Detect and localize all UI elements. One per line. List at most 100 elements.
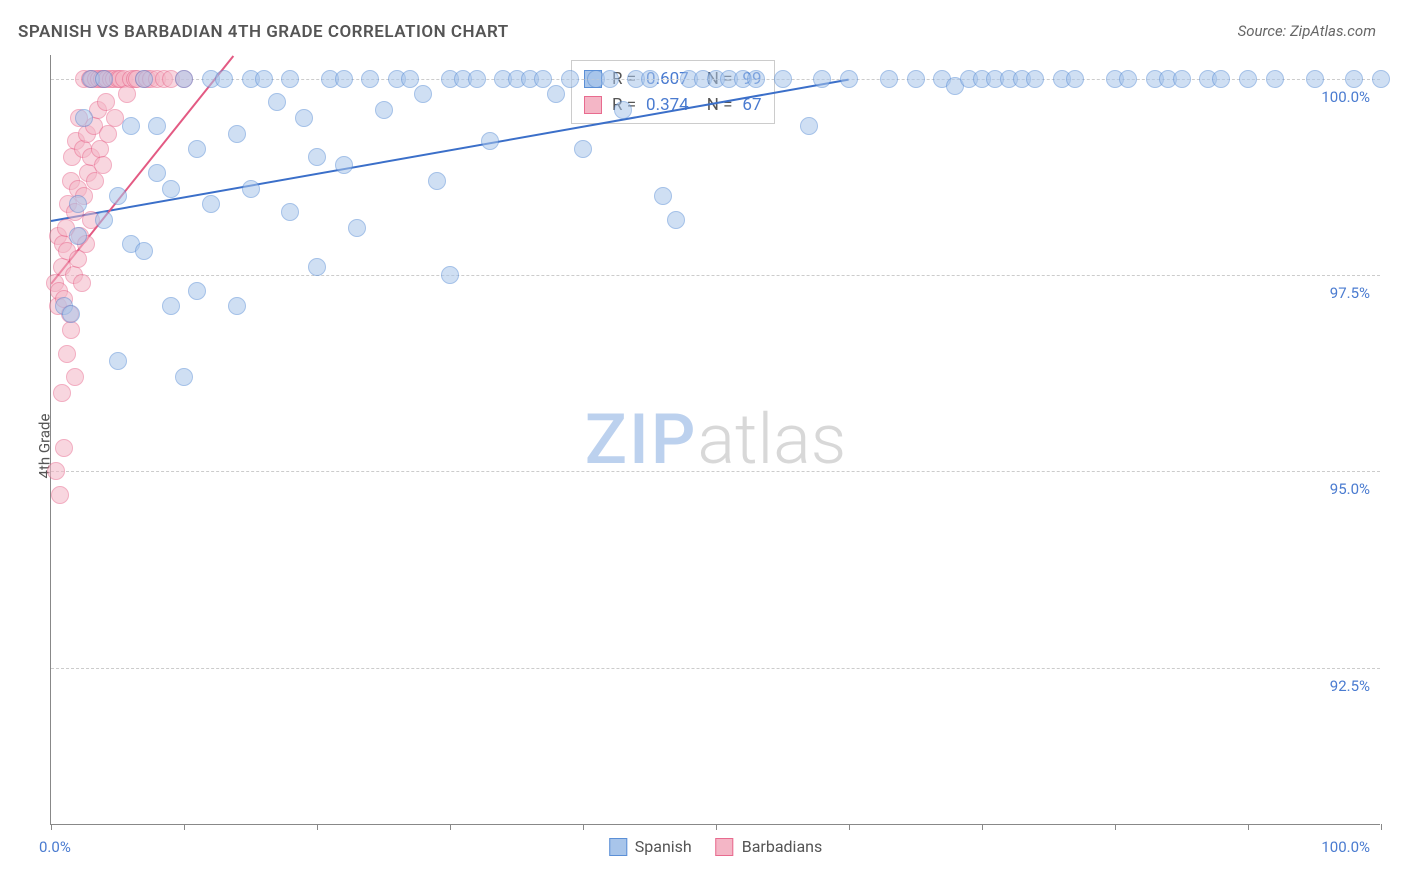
spanish-point — [361, 70, 379, 88]
spanish-point — [122, 117, 140, 135]
barbadian-legend-swatch-icon — [716, 838, 734, 856]
spanish-trend-line — [51, 79, 849, 222]
barbadian-point — [47, 462, 65, 480]
spanish-point — [441, 266, 459, 284]
legend-item-spanish: Spanish — [609, 837, 692, 856]
x-tick — [982, 824, 983, 830]
y-tick-label: 97.5% — [1330, 284, 1370, 302]
spanish-point — [75, 109, 93, 127]
spanish-point — [1026, 70, 1044, 88]
spanish-point — [255, 70, 273, 88]
spanish-point — [840, 70, 858, 88]
barbadian-point — [51, 486, 69, 504]
legend-label: Spanish — [635, 837, 692, 856]
spanish-point — [547, 85, 565, 103]
spanish-point — [148, 117, 166, 135]
spanish-point — [135, 242, 153, 260]
spanish-point — [62, 305, 80, 323]
barbadian-point — [55, 439, 73, 457]
gridline — [51, 275, 1380, 276]
scatter-plot-area: ZIPatlas R =0.607N =99R =0.374N =67 0.0%… — [50, 55, 1380, 825]
watermark: ZIPatlas — [585, 399, 847, 481]
spanish-point — [428, 172, 446, 190]
spanish-point — [1239, 70, 1257, 88]
spanish-point — [1173, 70, 1191, 88]
gridline — [51, 471, 1380, 472]
legend: Spanish Barbadians — [609, 837, 822, 856]
spanish-point — [188, 140, 206, 158]
spanish-point — [95, 211, 113, 229]
x-tick — [1115, 824, 1116, 830]
spanish-point — [468, 70, 486, 88]
gridline — [51, 668, 1380, 669]
x-tick — [1381, 824, 1382, 830]
barbadian-point — [69, 250, 87, 268]
y-tick-label: 92.5% — [1330, 677, 1370, 695]
spanish-point — [414, 85, 432, 103]
barbadian-point — [66, 368, 84, 386]
spanish-point — [654, 187, 672, 205]
spanish-point — [162, 180, 180, 198]
barbadian-point — [118, 85, 136, 103]
spanish-point — [95, 70, 113, 88]
spanish-point — [335, 156, 353, 174]
spanish-point — [281, 203, 299, 221]
x-tick — [450, 824, 451, 830]
spanish-point — [667, 211, 685, 229]
spanish-point — [228, 125, 246, 143]
spanish-point — [175, 368, 193, 386]
watermark-zip: ZIP — [585, 399, 698, 481]
x-tick — [51, 824, 52, 830]
spanish-point — [308, 258, 326, 276]
spanish-point — [202, 195, 220, 213]
barbadian-point — [99, 125, 117, 143]
spanish-point — [641, 70, 659, 88]
barbadian-swatch-icon — [584, 96, 602, 114]
spanish-point — [335, 70, 353, 88]
barbadian-point — [62, 321, 80, 339]
spanish-point — [614, 101, 632, 119]
spanish-point — [348, 219, 366, 237]
spanish-point — [907, 70, 925, 88]
watermark-atlas: atlas — [697, 399, 846, 481]
spanish-point — [281, 70, 299, 88]
barbadian-point — [86, 172, 104, 190]
spanish-point — [481, 132, 499, 150]
spanish-point — [1212, 70, 1230, 88]
x-tick — [716, 824, 717, 830]
spanish-point — [188, 282, 206, 300]
spanish-point — [268, 93, 286, 111]
spanish-point — [574, 140, 592, 158]
y-tick-label: 100.0% — [1321, 88, 1370, 106]
legend-item-barbadian: Barbadians — [716, 837, 823, 856]
spanish-point — [109, 352, 127, 370]
spanish-point — [774, 70, 792, 88]
spanish-point — [69, 227, 87, 245]
spanish-point — [295, 109, 313, 127]
spanish-point — [1266, 70, 1284, 88]
spanish-point — [215, 70, 233, 88]
spanish-point — [109, 187, 127, 205]
chart-title: SPANISH VS BARBADIAN 4TH GRADE CORRELATI… — [18, 22, 509, 42]
x-tick — [317, 824, 318, 830]
spanish-point — [69, 195, 87, 213]
legend-label: Barbadians — [742, 837, 823, 856]
spanish-point — [162, 297, 180, 315]
spanish-point — [880, 70, 898, 88]
x-axis-min-label: 0.0% — [39, 838, 71, 856]
spanish-point — [1119, 70, 1137, 88]
spanish-point — [308, 148, 326, 166]
x-tick — [849, 824, 850, 830]
spanish-point — [534, 70, 552, 88]
spanish-point — [1306, 70, 1324, 88]
spanish-point — [228, 297, 246, 315]
barbadian-point — [73, 274, 91, 292]
spanish-point — [401, 70, 419, 88]
y-tick-label: 95.0% — [1330, 480, 1370, 498]
spanish-point — [747, 70, 765, 88]
x-axis-max-label: 100.0% — [1321, 838, 1370, 856]
spanish-point — [561, 70, 579, 88]
spanish-point — [800, 117, 818, 135]
spanish-point — [601, 70, 619, 88]
spanish-point — [148, 164, 166, 182]
